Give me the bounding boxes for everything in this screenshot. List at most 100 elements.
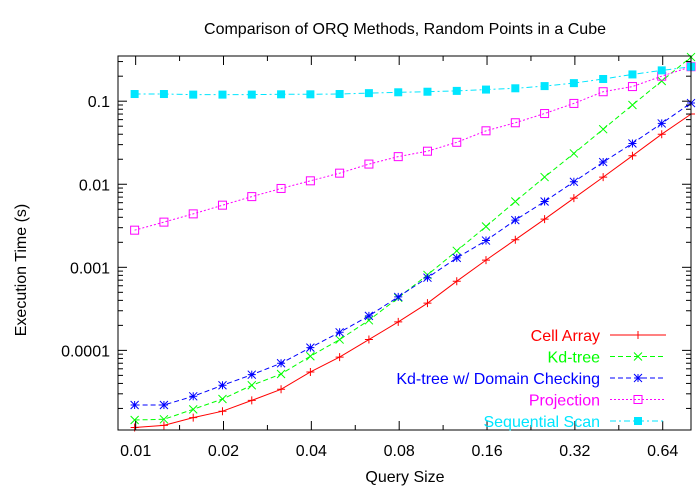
data-point	[598, 157, 608, 167]
data-point	[130, 400, 139, 410]
data-point	[218, 380, 227, 390]
data-point	[628, 151, 637, 160]
data-point	[510, 197, 520, 206]
data-point	[628, 70, 637, 79]
data-point	[159, 400, 169, 410]
data-point	[159, 414, 169, 424]
data-point	[364, 159, 374, 169]
data-point	[540, 215, 549, 224]
data-point	[394, 317, 403, 326]
data-point	[452, 137, 462, 147]
series-line	[134, 113, 692, 428]
data-point	[540, 197, 549, 206]
legend-marker	[633, 373, 643, 383]
data-point	[569, 194, 578, 203]
data-point	[188, 209, 198, 219]
data-point	[276, 358, 286, 368]
y-tick-label: 0.0001	[61, 343, 110, 360]
data-point	[394, 88, 403, 97]
legend-marker	[633, 352, 643, 361]
data-point	[218, 407, 227, 416]
data-point	[628, 100, 637, 110]
data-point	[540, 172, 549, 182]
data-point	[305, 176, 315, 186]
data-point	[422, 146, 432, 156]
data-point	[540, 109, 550, 119]
data-point	[335, 335, 344, 344]
data-point	[481, 256, 490, 265]
data-point	[217, 200, 227, 210]
data-point	[130, 415, 139, 425]
data-point	[452, 277, 461, 286]
data-point	[277, 385, 286, 394]
data-point	[188, 404, 198, 414]
ticks-layer: 0.0001 0.001 0.01 0.1 0.01 0.02 0.04 0.08 0.16 0.…	[61, 56, 691, 460]
x-tick-label: 0.04	[296, 443, 327, 460]
data-point	[657, 119, 667, 128]
legend: Cell Array Kd-tree Kd-tree w/ Domain Check…	[396, 328, 666, 431]
legend-marker	[633, 395, 643, 404]
data-point	[481, 236, 491, 245]
data-point	[599, 173, 608, 182]
series-projection	[130, 62, 696, 235]
data-point	[452, 253, 462, 263]
data-point	[511, 84, 520, 93]
x-tick-label: 0.08	[384, 443, 415, 460]
data-point	[159, 90, 168, 99]
data-point	[247, 370, 257, 380]
data-point	[657, 66, 666, 75]
data-point	[598, 87, 608, 97]
legend-label: Projection	[529, 393, 600, 410]
data-point	[364, 89, 373, 98]
data-point	[130, 225, 140, 235]
data-point	[423, 87, 432, 96]
series-line	[134, 66, 692, 231]
data-point	[452, 246, 462, 256]
data-point	[599, 74, 608, 83]
legend-label: Kd-tree w/ Domain Checking	[396, 371, 600, 388]
x-tick-label: 0.16	[471, 443, 502, 460]
plot-frame	[117, 55, 692, 431]
data-point	[481, 85, 490, 94]
data-point	[569, 149, 579, 158]
data-point	[540, 82, 549, 91]
y-tick-label: 0.001	[70, 260, 110, 277]
data-point	[657, 76, 667, 86]
data-point	[276, 369, 286, 379]
data-point	[510, 215, 520, 225]
x-axis-label: Query Size	[365, 469, 444, 486]
data-point	[189, 413, 198, 422]
data-point	[335, 327, 344, 337]
x-tick-label: 0.32	[559, 443, 590, 460]
data-point	[628, 139, 637, 148]
data-point	[335, 353, 344, 362]
data-point	[364, 311, 374, 321]
data-point	[218, 394, 227, 404]
series-line	[134, 56, 692, 421]
series-line	[134, 102, 692, 406]
data-point	[335, 168, 345, 178]
chart-title: Comparison of ORQ Methods, Random Points…	[204, 21, 606, 38]
data-point	[130, 90, 139, 99]
data-point	[306, 343, 315, 352]
data-point	[657, 130, 666, 139]
data-point	[511, 235, 520, 244]
x-tick-label: 0.01	[120, 443, 151, 460]
legend-label: Cell Array	[531, 328, 600, 345]
data-point	[393, 292, 403, 302]
data-point	[247, 90, 256, 99]
data-point	[189, 90, 198, 99]
data-point	[481, 126, 491, 136]
data-point	[569, 79, 578, 88]
data-point	[627, 82, 637, 92]
data-point	[452, 86, 461, 95]
data-point	[306, 90, 315, 99]
data-point	[276, 183, 286, 193]
data-point	[481, 222, 491, 231]
data-point	[188, 391, 198, 401]
y-axis-label: Execution Time (s)	[13, 204, 30, 336]
series-kd-tree	[130, 52, 696, 425]
x-tick-label: 0.64	[647, 443, 678, 460]
data-point	[159, 217, 169, 227]
